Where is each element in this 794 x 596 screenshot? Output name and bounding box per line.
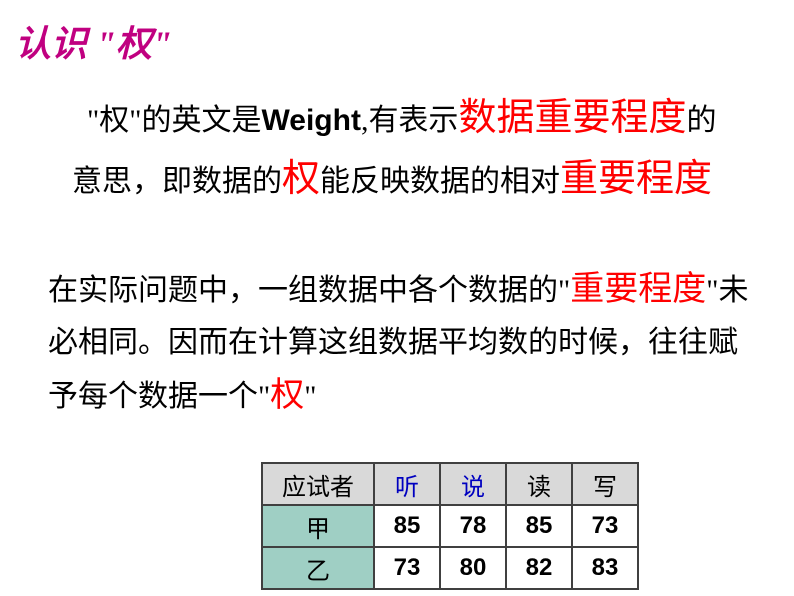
cell: 85	[506, 505, 572, 547]
p1-r2: 权	[282, 158, 320, 200]
th-listen: 听	[374, 463, 440, 505]
th-speak: 说	[440, 463, 506, 505]
paragraph-1: "权"的英文是Weight,有表示数据重要程度的意思，即数据的权能反映数据的相对…	[72, 88, 732, 210]
cell: 83	[572, 547, 638, 589]
th-applicant: 应试者	[262, 463, 374, 505]
th-write: 写	[572, 463, 638, 505]
cell: 80	[440, 547, 506, 589]
cell: 73	[572, 505, 638, 547]
score-table: 应试者 听 说 读 写 甲 85 78 85 73 乙 73 80 82 83	[261, 462, 639, 590]
p2-r1: 重要程度	[570, 271, 706, 308]
page-title: 认识 "权"	[15, 15, 172, 67]
cell: 82	[506, 547, 572, 589]
p1-r3: 重要程度	[560, 158, 712, 200]
p1-t2: ,有表示	[361, 104, 459, 137]
table-row: 乙 73 80 82 83	[262, 547, 638, 589]
p1-weight: Weight	[262, 104, 361, 137]
p2-r2: 权	[270, 377, 304, 414]
cell: 85	[374, 505, 440, 547]
p2-t1: 在实际问题中，一组数据中各个数据的"	[48, 274, 570, 307]
table-header-row: 应试者 听 说 读 写	[262, 463, 638, 505]
cell: 78	[440, 505, 506, 547]
p1-t1: "权"的英文是	[87, 104, 262, 137]
row-label-b: 乙	[262, 547, 374, 589]
paragraph-2: 在实际问题中，一组数据中各个数据的"重要程度"未必相同。因而在计算这组数据平均数…	[48, 262, 758, 424]
p1-t4: 能反映数据的相对	[320, 165, 560, 198]
table-row: 甲 85 78 85 73	[262, 505, 638, 547]
row-label-a: 甲	[262, 505, 374, 547]
p2-t3: "	[304, 380, 316, 413]
th-read: 读	[506, 463, 572, 505]
p1-r1: 数据重要程度	[458, 97, 686, 139]
cell: 73	[374, 547, 440, 589]
